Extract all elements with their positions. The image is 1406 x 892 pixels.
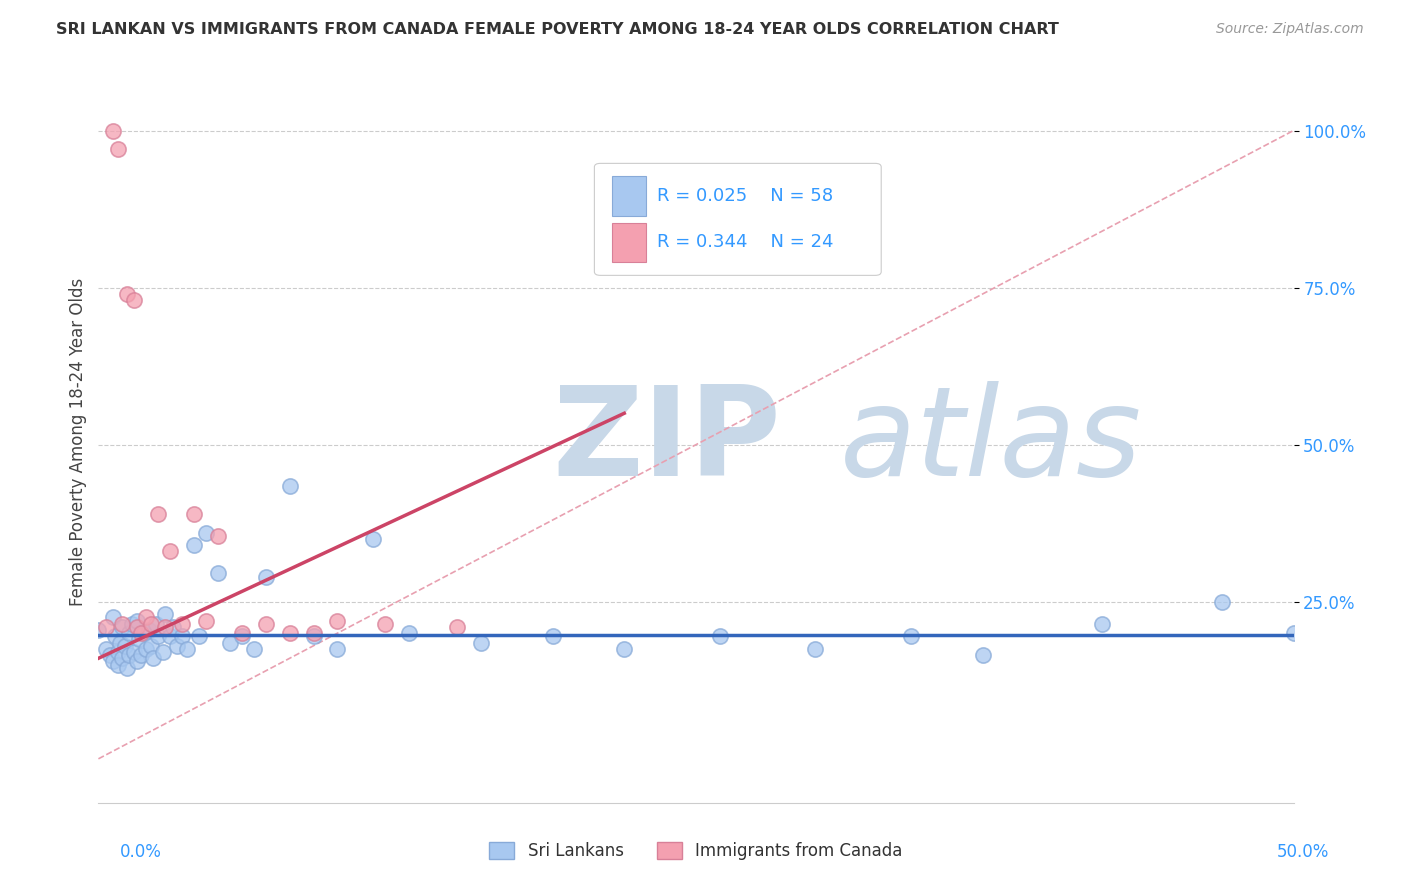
Point [131,626,153,640]
Point [155,607,177,622]
Point [162,620,184,634]
Point [128,632,150,647]
Point [172,616,194,631]
Point [900,629,922,643]
Point [125,614,148,628]
Point [183,538,205,552]
Point [118,626,141,640]
Point [124,645,146,659]
FancyBboxPatch shape [613,222,645,262]
Point [187,629,209,643]
Point [446,620,468,634]
Point [972,648,994,662]
Point [111,616,134,631]
Point [104,629,127,643]
Point [613,641,636,656]
Point [135,610,157,624]
Point [111,620,134,634]
Point [115,661,138,675]
Point [101,123,124,137]
Point [195,525,218,540]
Point [155,620,177,634]
Point [101,610,124,624]
Point [107,645,129,659]
Point [125,620,148,634]
Point [107,142,129,156]
Text: R = 0.025    N = 58: R = 0.025 N = 58 [657,187,832,205]
Text: Source: ZipAtlas.com: Source: ZipAtlas.com [1216,22,1364,37]
Text: atlas: atlas [839,381,1142,502]
Point [118,648,141,662]
Point [207,566,229,581]
Point [121,616,143,631]
Point [172,629,194,643]
Text: R = 0.344    N = 24: R = 0.344 N = 24 [657,234,832,252]
Point [108,635,131,649]
Point [138,623,160,637]
Point [139,616,162,631]
Point [159,629,181,643]
Point [1282,626,1305,640]
Point [326,614,349,628]
Point [142,651,165,665]
Point [148,507,170,521]
Point [1211,595,1233,609]
Point [87,623,110,637]
FancyBboxPatch shape [595,163,882,276]
Y-axis label: Female Poverty Among 18-24 Year Olds: Female Poverty Among 18-24 Year Olds [69,277,87,606]
Legend: Sri Lankans, Immigrants from Canada: Sri Lankans, Immigrants from Canada [482,835,910,867]
Point [101,655,124,669]
Point [139,639,162,653]
Point [148,629,170,643]
Text: SRI LANKAN VS IMMIGRANTS FROM CANADA FEMALE POVERTY AMONG 18-24 YEAR OLDS CORREL: SRI LANKAN VS IMMIGRANTS FROM CANADA FEM… [56,22,1059,37]
Point [159,544,181,558]
Point [363,532,385,546]
Point [302,629,325,643]
Point [302,626,325,640]
Point [135,641,157,656]
Point [107,657,129,672]
Point [125,655,148,669]
Point [278,478,301,492]
Text: 0.0%: 0.0% [120,843,162,861]
Point [231,626,253,640]
Point [166,639,188,653]
Point [195,614,218,628]
Point [111,651,134,665]
Point [254,569,277,583]
Point [541,629,564,643]
Point [231,629,253,643]
Point [176,641,198,656]
Point [254,616,277,631]
Point [804,641,827,656]
Point [709,629,731,643]
Point [278,626,301,640]
Point [131,648,153,662]
Point [152,645,174,659]
FancyBboxPatch shape [613,177,645,216]
Point [1091,616,1114,631]
Point [183,507,205,521]
Point [145,616,167,631]
Text: 50.0%: 50.0% [1277,843,1329,861]
Point [243,641,266,656]
Text: ZIP: ZIP [553,381,782,502]
Point [219,635,242,649]
Point [124,293,146,308]
Point [98,648,122,662]
Point [398,626,420,640]
Point [94,641,117,656]
Point [132,626,155,640]
Point [326,641,349,656]
Point [374,616,396,631]
Point [207,529,229,543]
Point [115,286,138,301]
Point [470,635,492,649]
Point [94,620,117,634]
Point [114,639,136,653]
